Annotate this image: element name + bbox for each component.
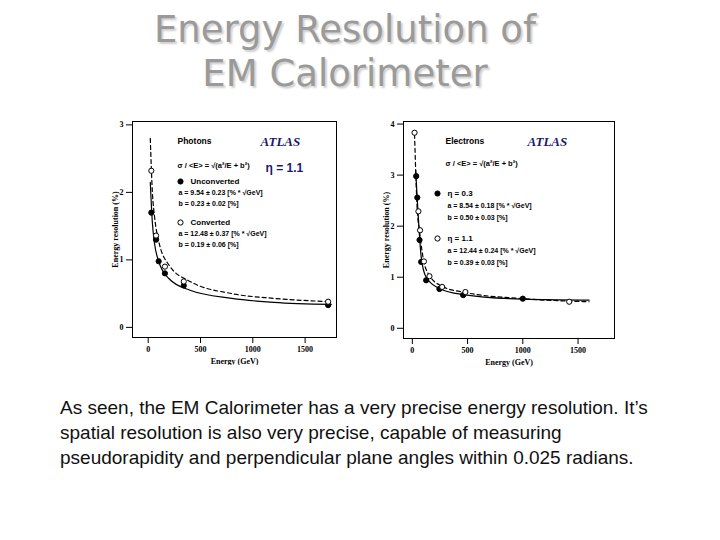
svg-text:Unconverted: Unconverted bbox=[191, 177, 240, 186]
svg-text:b = 0.39 ± 0.03 [%]: b = 0.39 ± 0.03 [%] bbox=[448, 259, 508, 267]
svg-text:Photons: Photons bbox=[178, 136, 212, 146]
svg-text:Converted: Converted bbox=[191, 218, 231, 227]
svg-text:η = 0.3: η = 0.3 bbox=[448, 189, 474, 198]
svg-text:η = 1.1: η = 1.1 bbox=[266, 161, 304, 175]
svg-text:a = 12.44 ± 0.24 [% * √GeV]: a = 12.44 ± 0.24 [% * √GeV] bbox=[448, 247, 536, 255]
svg-text:Energy (GeV): Energy (GeV) bbox=[485, 358, 533, 367]
svg-text:a = 8.54 ± 0.18 [% * √GeV]: a = 8.54 ± 0.18 [% * √GeV] bbox=[448, 202, 532, 210]
svg-text:a = 12.48 ± 0.37 [% * √GeV]: a = 12.48 ± 0.37 [% * √GeV] bbox=[179, 230, 267, 238]
html-text:Energy Resolution of EM Calori: Energy Resolution of EM Calorimeter bbox=[154, 8, 536, 95]
svg-text:0: 0 bbox=[120, 323, 124, 332]
svg-text:σ / <E> = √(a²/E + b²): σ / <E> = √(a²/E + b²) bbox=[178, 161, 251, 170]
svg-text:0: 0 bbox=[410, 346, 414, 355]
svg-text:b = 0.23 ± 0.02 [%]: b = 0.23 ± 0.02 [%] bbox=[179, 200, 239, 208]
svg-text:b = 0.19 ± 0.06 [%]: b = 0.19 ± 0.06 [%] bbox=[179, 241, 239, 249]
svg-text:Energy (GeV): Energy (GeV) bbox=[211, 357, 259, 366]
svg-text:b = 0.50 ± 0.03 [%]: b = 0.50 ± 0.03 [%] bbox=[448, 214, 508, 222]
svg-text:a = 9.54 ± 0.23 [% * √GeV]: a = 9.54 ± 0.23 [% * √GeV] bbox=[179, 189, 263, 197]
svg-text:1500: 1500 bbox=[570, 346, 586, 355]
svg-text:2: 2 bbox=[119, 187, 124, 197]
svg-text:Energy resolution (%): Energy resolution (%) bbox=[382, 192, 391, 269]
svg-text:1000: 1000 bbox=[515, 346, 531, 355]
svg-text:0: 0 bbox=[391, 324, 395, 333]
html-text:As seen, the EM Calorimeter ha: As seen, the EM Calorimeter has a very p… bbox=[60, 397, 648, 468]
svg-text:3: 3 bbox=[120, 120, 124, 129]
svg-text:3: 3 bbox=[391, 171, 395, 180]
svg-text:Energy resolution (%): Energy resolution (%) bbox=[111, 191, 120, 268]
svg-text:Electrons: Electrons bbox=[446, 136, 485, 146]
svg-text:0: 0 bbox=[146, 345, 150, 354]
svg-text:1500: 1500 bbox=[297, 345, 313, 354]
svg-text:ATLAS: ATLAS bbox=[527, 134, 568, 149]
svg-text:1: 1 bbox=[119, 255, 124, 265]
svg-text:4: 4 bbox=[391, 120, 395, 129]
svg-text:σ / <E> = √(a²/E + b²): σ / <E> = √(a²/E + b²) bbox=[446, 159, 519, 168]
svg-text:500: 500 bbox=[195, 345, 207, 354]
svg-text:1000: 1000 bbox=[245, 345, 261, 354]
svg-text:2: 2 bbox=[390, 221, 395, 231]
svg-text:500: 500 bbox=[462, 346, 474, 355]
svg-text:ATLAS: ATLAS bbox=[260, 134, 301, 149]
svg-text:η = 1.1: η = 1.1 bbox=[448, 234, 474, 243]
svg-text:1: 1 bbox=[391, 273, 395, 282]
